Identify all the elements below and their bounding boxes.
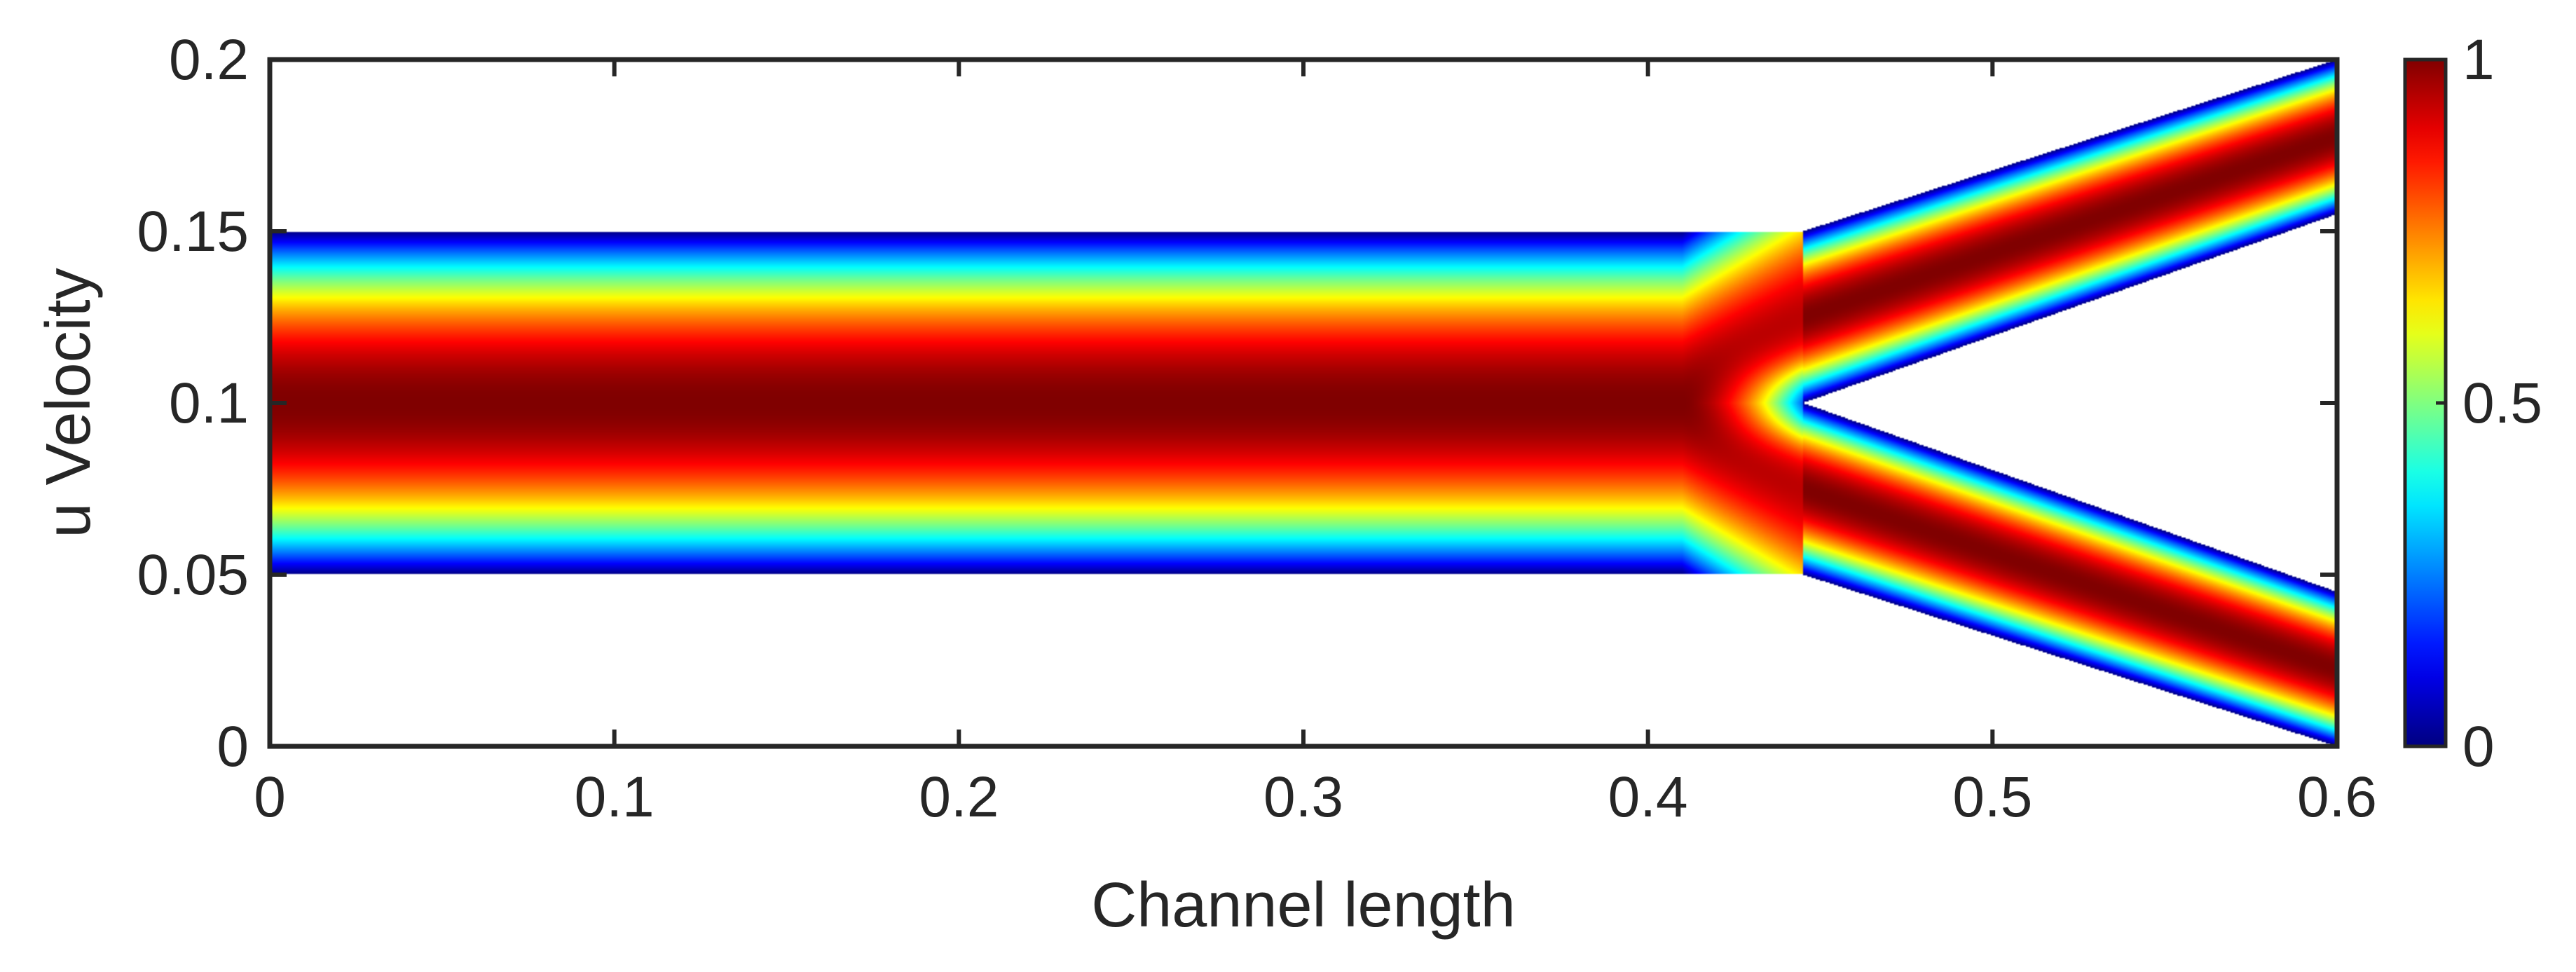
x-tick-label: 0.2 xyxy=(919,765,999,829)
y-tick-label: 0.2 xyxy=(169,28,249,92)
x-axis-title: Channel length xyxy=(1091,870,1515,940)
y-tick-label: 0.15 xyxy=(137,200,249,263)
colorbar-tick-label: 1 xyxy=(2462,28,2495,92)
y-tick-label: 0.1 xyxy=(169,371,249,435)
y-tick-label: 0.05 xyxy=(137,543,249,607)
x-tick-label: 0.6 xyxy=(2297,765,2377,829)
velocity-field xyxy=(270,60,2337,746)
x-tick-label: 0.3 xyxy=(1263,765,1343,829)
x-tick-label: 0.5 xyxy=(1952,765,2032,829)
x-tick-label: 0.1 xyxy=(575,765,655,829)
colorbar-tick-label: 0.5 xyxy=(2462,371,2542,435)
y-tick-label: 0 xyxy=(217,715,249,779)
x-tick-label: 0 xyxy=(254,765,286,829)
x-tick-label: 0.4 xyxy=(1608,765,1688,829)
colorbar-ticks: 00.51 xyxy=(2436,28,2542,779)
colorbar-tick-label: 0 xyxy=(2462,715,2495,779)
y-axis-title: u Velocity xyxy=(34,268,104,538)
